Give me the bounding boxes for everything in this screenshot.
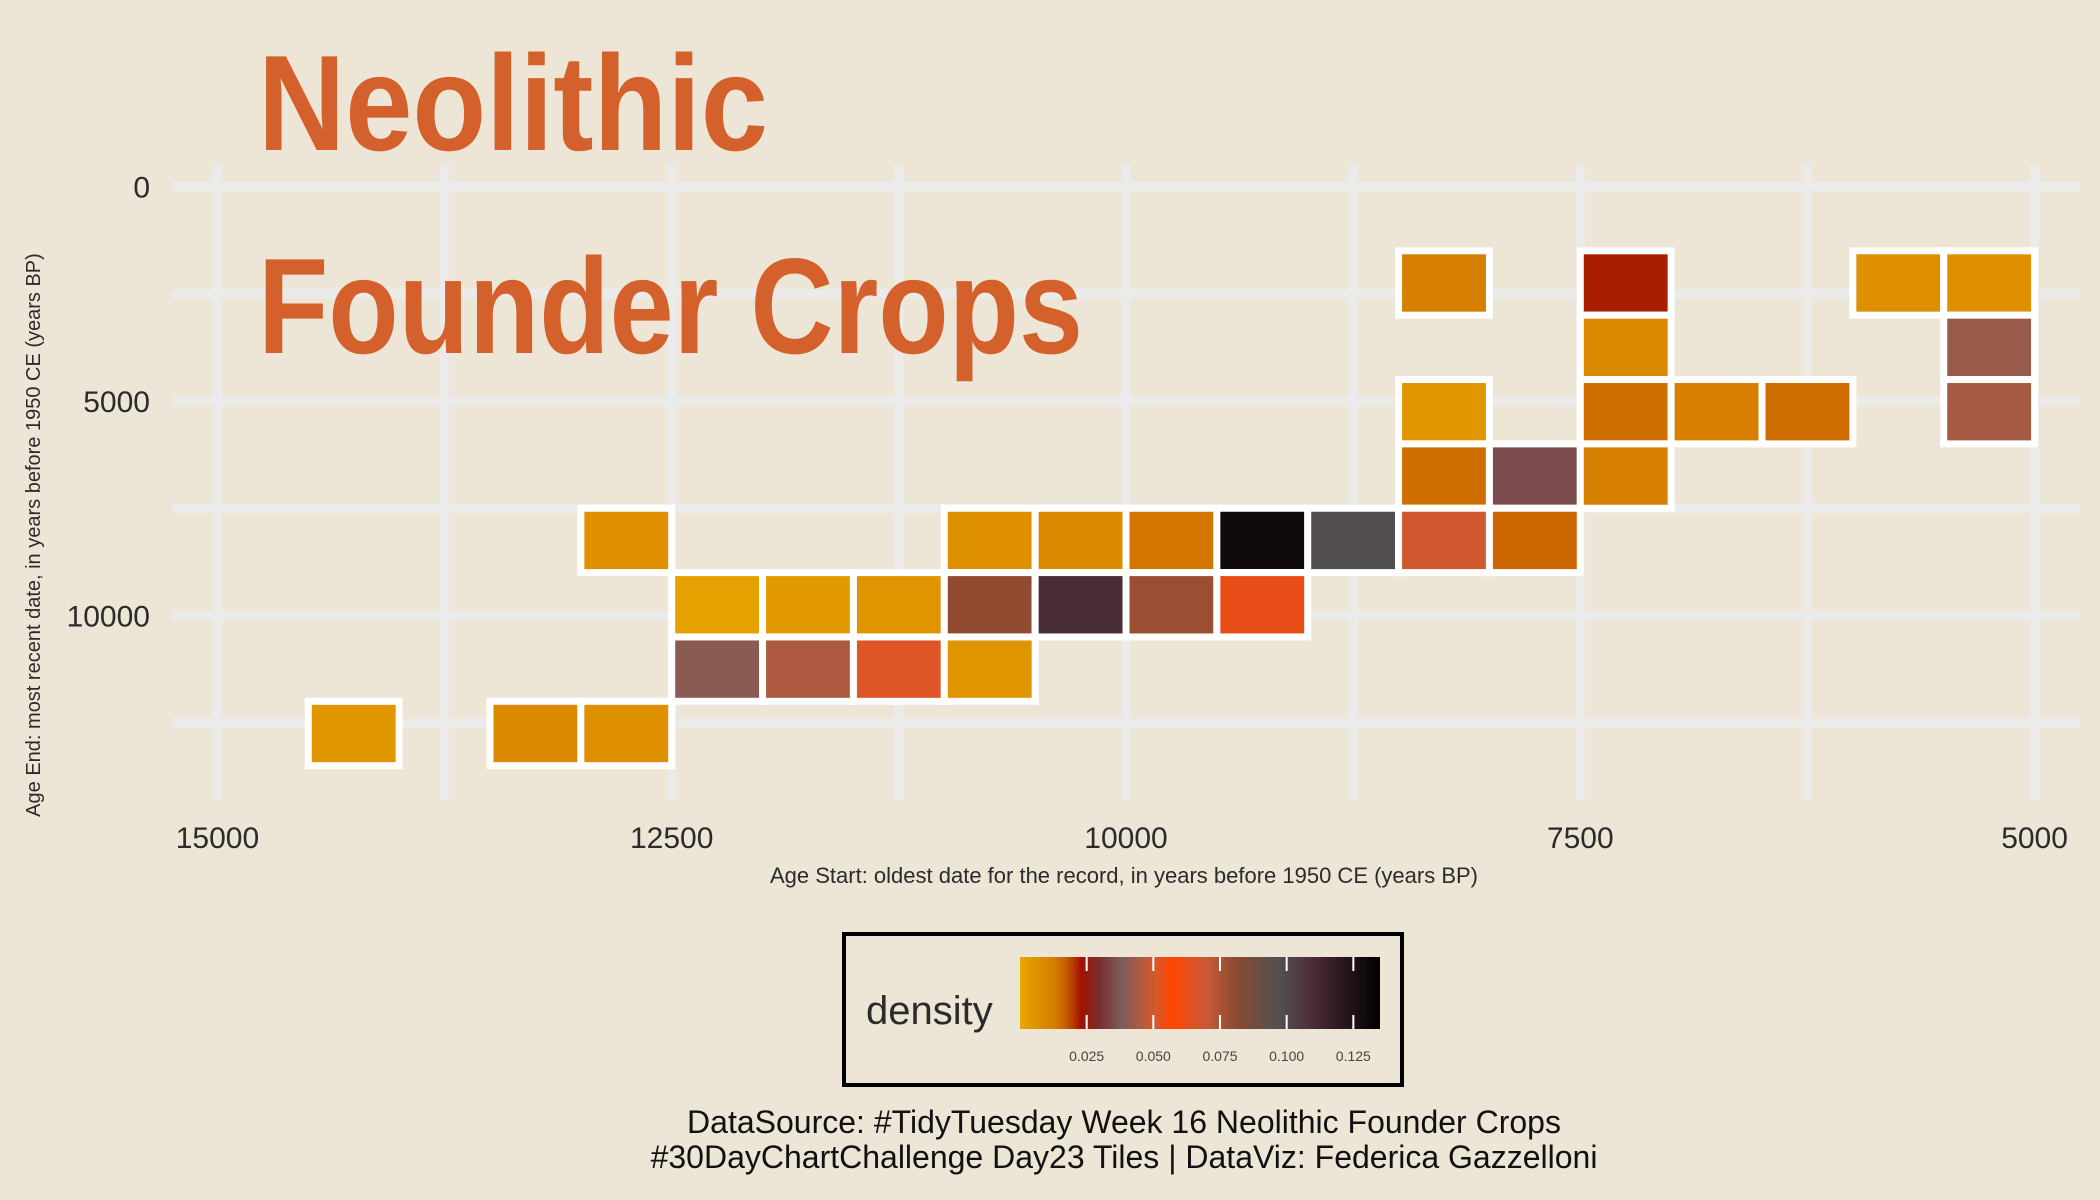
x-tick-label: 10000 bbox=[1084, 822, 1167, 855]
heatmap-tile bbox=[759, 569, 857, 641]
legend: density 0.025 0.050 0.075 0.100 0.125 bbox=[842, 932, 1404, 1087]
heatmap-tile bbox=[1940, 311, 2039, 384]
heatmap-tile bbox=[1576, 440, 1675, 512]
heatmap-tile bbox=[940, 569, 1039, 641]
heatmap-tile bbox=[1485, 504, 1584, 577]
legend-tick-label: 0.100 bbox=[1269, 1048, 1304, 1064]
heatmap-tile bbox=[1576, 376, 1675, 448]
heatmap-tile bbox=[849, 633, 948, 705]
heatmap-tile bbox=[304, 697, 403, 770]
legend-colorbar bbox=[1020, 957, 1380, 1029]
heatmap-tile bbox=[1576, 247, 1675, 319]
heatmap-tiles bbox=[304, 247, 2039, 770]
heatmap-tile bbox=[759, 633, 857, 705]
chart-title-line-1: Neolithic bbox=[258, 27, 768, 179]
heatmap-tile bbox=[1213, 504, 1312, 577]
heatmap-tile bbox=[668, 633, 767, 705]
legend-box bbox=[842, 932, 1404, 1087]
legend-tick-label: 0.050 bbox=[1136, 1048, 1171, 1064]
heatmap-tile bbox=[1395, 440, 1493, 512]
caption-line-2: #30DayChartChallenge Day23 Tiles | DataV… bbox=[651, 1139, 1598, 1175]
heatmap-tile bbox=[1031, 504, 1130, 577]
y-tick-label: 0 bbox=[133, 171, 150, 204]
legend-ticks: 0.025 0.050 0.075 0.100 0.125 bbox=[1069, 957, 1371, 1064]
x-axis-label: Age Start: oldest date for the record, i… bbox=[770, 863, 1478, 888]
heatmap-tile bbox=[1395, 504, 1493, 577]
x-tick-label: 5000 bbox=[2001, 822, 2068, 855]
x-tick-label: 12500 bbox=[630, 822, 713, 855]
y-tick-label: 5000 bbox=[83, 386, 150, 419]
x-tick-label: 15000 bbox=[176, 822, 259, 855]
legend-tick-label: 0.075 bbox=[1202, 1048, 1237, 1064]
heatmap-tile bbox=[849, 569, 948, 641]
chart-title-line-2: Founder Crops bbox=[258, 230, 1083, 382]
y-tick-label: 10000 bbox=[67, 601, 150, 634]
heatmap-tile bbox=[940, 504, 1039, 577]
legend-tick-label: 0.125 bbox=[1336, 1048, 1371, 1064]
heatmap-tile bbox=[1485, 440, 1584, 512]
heatmap-tile bbox=[1031, 569, 1130, 641]
heatmap-tile bbox=[668, 569, 767, 641]
heatmap-tile bbox=[1395, 247, 1493, 319]
heatmap-tile bbox=[1395, 376, 1493, 448]
heatmap-tile bbox=[1122, 569, 1221, 641]
heatmap-tile bbox=[486, 697, 585, 770]
heatmap-tile bbox=[1667, 376, 1766, 448]
y-axis-label: Age End: most recent date, in years befo… bbox=[23, 253, 45, 817]
x-axis-tick-labels: 15000 12500 10000 7500 5000 bbox=[176, 822, 2068, 855]
heatmap-tile bbox=[1122, 504, 1221, 577]
caption-line-1: DataSource: #TidyTuesday Week 16 Neolith… bbox=[687, 1104, 1561, 1140]
heatmap-tile bbox=[1576, 311, 1675, 384]
heatmap-tile bbox=[1758, 376, 1857, 448]
heatmap-tile bbox=[940, 633, 1039, 705]
heatmap-tile bbox=[1304, 504, 1403, 577]
heatmap-tile bbox=[1940, 247, 2039, 319]
heatmap-tile bbox=[1213, 569, 1312, 641]
legend-tick-label: 0.025 bbox=[1069, 1048, 1104, 1064]
legend-title: density bbox=[866, 989, 993, 1033]
heatmap-tile bbox=[577, 504, 676, 577]
heatmap-tile bbox=[577, 697, 676, 770]
heatmap-tile bbox=[1940, 376, 2039, 448]
x-tick-label: 7500 bbox=[1547, 822, 1614, 855]
y-axis-tick-labels: 0 5000 10000 bbox=[67, 171, 150, 633]
heatmap-tile bbox=[1849, 247, 1948, 319]
